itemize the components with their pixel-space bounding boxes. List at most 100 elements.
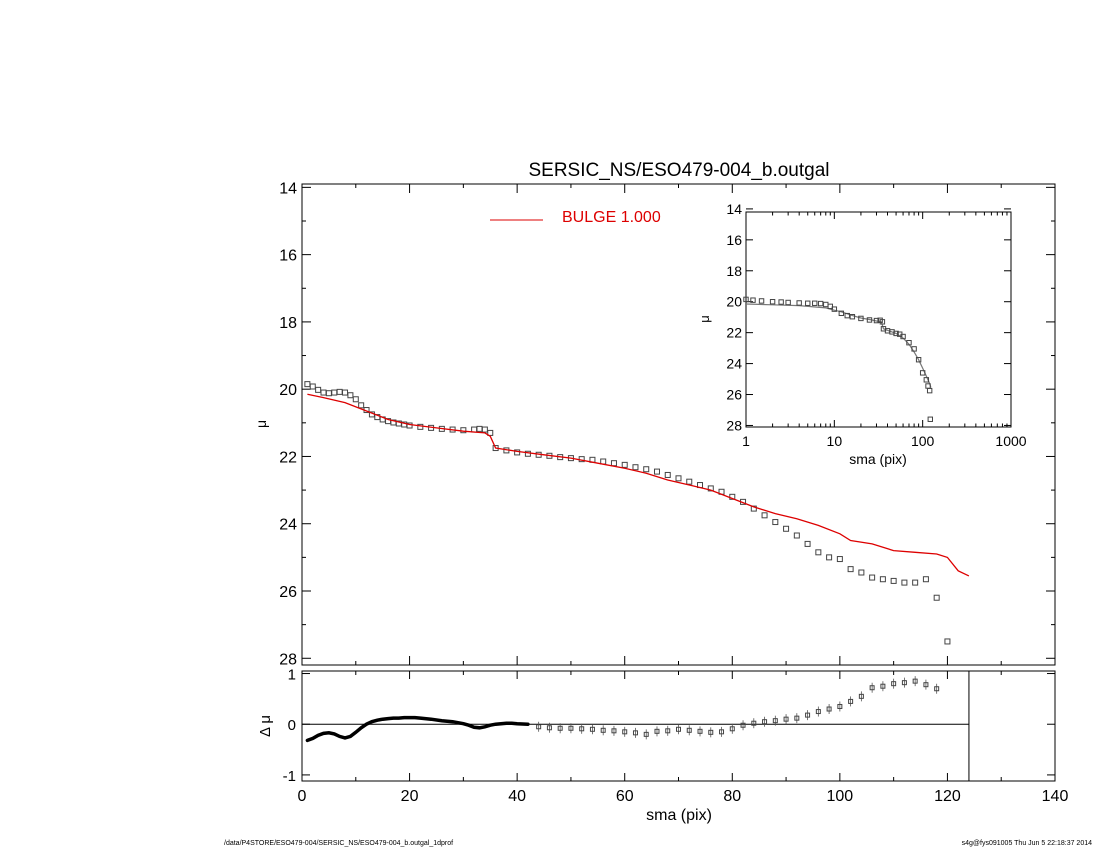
- main-y-tick-label: 14: [279, 180, 297, 197]
- residual-y-axis-label: Δ μ: [257, 715, 274, 737]
- inset-y-tick-label: 18: [726, 263, 742, 279]
- residual-data-point: [546, 725, 552, 731]
- residual-panel: 0 20 40 60 80 100 120 140-101 sma (pix) Δ μ: [257, 667, 1068, 824]
- residual-data-point: [536, 724, 542, 730]
- inset-y-tick-label: 26: [726, 387, 742, 403]
- residual-data-point: [665, 728, 671, 734]
- data-point: [406, 422, 413, 429]
- data-point: [890, 577, 897, 584]
- inset-data-point: [879, 319, 886, 325]
- main-y-tick-label: 22: [279, 449, 297, 466]
- main-y-tick-label: 18: [279, 315, 297, 332]
- inset-data-point: [805, 300, 811, 306]
- residual-data-point: [869, 685, 875, 691]
- inset-data-point: [831, 306, 838, 312]
- inset-y-tick-label: 16: [726, 232, 742, 248]
- residual-data-point: [632, 730, 638, 736]
- data-point: [610, 460, 617, 467]
- residual-y-tick-label: 0: [288, 717, 296, 734]
- data-point: [847, 566, 854, 573]
- main-y-tick-label: 24: [279, 517, 297, 534]
- inset-x-tick-label: 100: [911, 433, 935, 449]
- main-panel: SERSIC_NS/ESO479-004_b.outgal 14 16 18 20 22…: [253, 160, 1056, 668]
- main-data: [304, 381, 970, 645]
- data-point: [869, 574, 876, 581]
- inset-y-axis-label: μ: [697, 315, 712, 323]
- residual-data-point: [686, 727, 692, 733]
- data-point: [514, 449, 521, 456]
- data-point: [358, 402, 365, 409]
- legend-label: BULGE 1.000: [562, 209, 661, 226]
- residual-x-tick-label: 100: [827, 788, 854, 805]
- data-point: [793, 532, 800, 539]
- data-point: [783, 525, 790, 532]
- residual-data-point: [772, 718, 778, 724]
- inset-data-point: [927, 416, 933, 422]
- data-point: [686, 478, 693, 485]
- footer-timestamp: s4g@fys091005 Thu Jun 5 22:18:37 2014: [961, 840, 1092, 847]
- data-point: [481, 426, 488, 433]
- residual-x-tick-label: 0: [298, 788, 307, 805]
- residual-x-tick-label: 40: [508, 788, 526, 805]
- data-point: [417, 423, 424, 430]
- data-point: [336, 388, 343, 395]
- inset-data-point: [923, 377, 930, 383]
- residual-ticks: 0 20 40 60 80 100 120 140-101: [283, 667, 1069, 805]
- data-point: [476, 425, 483, 432]
- data-point: [901, 579, 908, 586]
- main-y-tick-label: 16: [279, 248, 297, 265]
- residual-data-point: [643, 731, 649, 737]
- residual-data-point: [719, 729, 725, 735]
- inset-y-tick-label: 22: [726, 325, 742, 341]
- residual-data-point: [676, 726, 681, 732]
- inset-panel: 1 10 100 1000 14 16 18 20 22 24 26 28 sma (pix) μ: [697, 201, 1027, 467]
- main-y-tick-label: 26: [279, 584, 297, 601]
- main-y-tick-label: 20: [279, 382, 297, 399]
- inset-x-tick-label: 10: [827, 433, 843, 449]
- bulge-model-line: [307, 393, 970, 577]
- inset-data-point: [906, 340, 912, 346]
- residual-data-point: [579, 726, 585, 732]
- data-point: [304, 381, 311, 388]
- main-y-axis-label: μ: [253, 420, 269, 428]
- residual-y-tick-label: 1: [288, 667, 296, 684]
- data-point: [922, 576, 929, 583]
- inset-x-tick-label: 1000: [995, 433, 1026, 449]
- residual-data-point: [740, 722, 746, 728]
- inset-data-point: [778, 299, 784, 305]
- inset-data-point: [750, 297, 756, 303]
- inset-data-point: [743, 296, 749, 303]
- residual-data: [302, 671, 970, 781]
- inset-data-point: [785, 299, 791, 306]
- inset-x-tick-label: 1: [742, 433, 750, 449]
- inset-x-axis-label: sma (pix): [849, 451, 907, 467]
- inset-data: [743, 296, 933, 422]
- residual-data-point: [697, 728, 703, 734]
- inset-data-point: [812, 300, 818, 306]
- inset-data-point: [873, 317, 880, 324]
- data-point: [621, 461, 628, 468]
- residual-data-point: [826, 706, 832, 712]
- data-point: [836, 556, 843, 563]
- data-point: [632, 464, 639, 471]
- data-point: [675, 475, 682, 482]
- inset-data-point: [849, 314, 856, 320]
- inset-y-tick-label: 14: [726, 201, 742, 217]
- data-point: [933, 594, 940, 601]
- residual-x-axis-label: sma (pix): [646, 807, 712, 824]
- data-point: [460, 427, 467, 434]
- residual-data-point: [654, 728, 660, 734]
- inset-data-point: [915, 357, 922, 363]
- inset-data-point: [893, 330, 899, 337]
- data-point: [815, 549, 822, 556]
- inset-data-point: [866, 317, 873, 323]
- main-title: SERSIC_NS/ESO479-004_b.outgal: [528, 160, 829, 181]
- data-point: [664, 471, 671, 478]
- inset-data-point: [796, 300, 802, 306]
- residual-x-tick-label: 60: [616, 788, 634, 805]
- main-y-tick-label: 28: [279, 651, 297, 668]
- data-point: [524, 450, 531, 457]
- inset-data-point: [844, 312, 850, 319]
- residual-data-point: [557, 725, 563, 731]
